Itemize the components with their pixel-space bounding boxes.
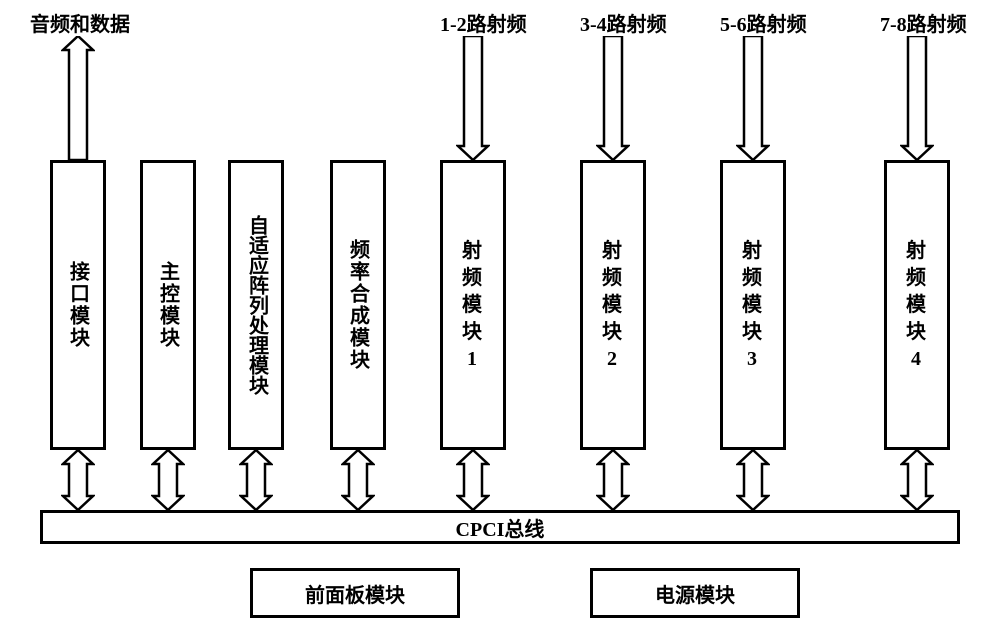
- cpci-bus: CPCI总线: [40, 510, 960, 544]
- module-main: 主控模块: [140, 160, 196, 450]
- top-label-3: 5-6路射频: [720, 8, 807, 37]
- bus-arrow-main: [151, 450, 185, 510]
- module-adaptive: 自适应阵列处理模块: [228, 160, 284, 450]
- module-interface: 接口模块: [50, 160, 106, 450]
- top-label-4: 7-8路射频: [880, 8, 967, 37]
- top-arrow-4: [900, 36, 934, 160]
- module-rf2: 射频模块2: [580, 160, 646, 450]
- bus-arrow-rf1: [456, 450, 490, 510]
- top-label-1: 1-2路射频: [440, 8, 527, 37]
- top-arrow-2: [596, 36, 630, 160]
- module-rf3: 射频模块3: [720, 160, 786, 450]
- bus-arrow-rf4: [900, 450, 934, 510]
- top-arrow-1: [456, 36, 490, 160]
- top-label-0: 音频和数据: [30, 8, 130, 37]
- top-arrow-0: [61, 36, 95, 160]
- bottom-box-0: 前面板模块: [250, 568, 460, 618]
- bottom-box-1: 电源模块: [590, 568, 800, 618]
- module-rf1: 射频模块1: [440, 160, 506, 450]
- bus-arrow-rf3: [736, 450, 770, 510]
- bus-arrow-freq: [341, 450, 375, 510]
- module-freq: 频率合成模块: [330, 160, 386, 450]
- module-rf4: 射频模块4: [884, 160, 950, 450]
- top-label-2: 3-4路射频: [580, 8, 667, 37]
- top-arrow-3: [736, 36, 770, 160]
- bus-arrow-adaptive: [239, 450, 273, 510]
- bus-arrow-rf2: [596, 450, 630, 510]
- bus-arrow-interface: [61, 450, 95, 510]
